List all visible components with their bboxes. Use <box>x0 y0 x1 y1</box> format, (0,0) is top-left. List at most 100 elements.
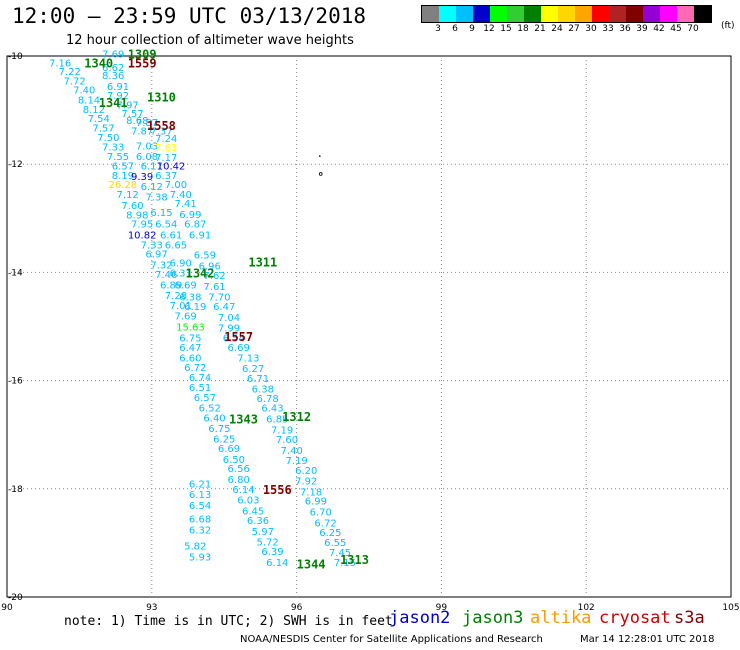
cycle-number-label: 1559 <box>128 56 157 70</box>
wave-height-label: 26.28 <box>109 180 138 191</box>
x-tick-label: 102 <box>578 603 595 613</box>
wave-height-label: 8.12 <box>83 105 105 116</box>
wave-height-label: 7.72 <box>63 76 85 87</box>
wave-height-label: 6.19 <box>184 302 206 313</box>
wave-height-label: 7.04 <box>218 313 240 324</box>
cycle-number-label: 1343 <box>229 412 258 426</box>
wave-height-label: 6.80 <box>228 475 250 486</box>
wave-height-label: 6.03 <box>237 496 259 507</box>
colorbar-label: 33 <box>602 24 614 34</box>
wave-height-label: 6.62 <box>102 63 124 74</box>
cycle-number-label: 1309 <box>128 47 157 61</box>
colorbar-label: 6 <box>452 24 458 34</box>
satellite-cryosat: cryosat <box>599 608 671 628</box>
wave-height-label: 6.99 <box>305 497 327 508</box>
wave-height-label: 5.72 <box>257 537 279 548</box>
wave-height-label: 7.00 <box>165 180 187 191</box>
wave-height-label: 7.99 <box>218 324 240 335</box>
wave-height-label: 6.45 <box>242 506 264 517</box>
wave-height-label: 6.20 <box>295 466 317 477</box>
wave-height-label: 7.55 <box>107 152 129 163</box>
wave-height-label: 6.99 <box>179 210 201 221</box>
satellite-altika: altika <box>530 608 592 628</box>
wave-height-label: 8.68 <box>126 116 148 127</box>
colorbar-cell <box>643 6 660 22</box>
wave-height-label: 7.19 <box>271 425 293 436</box>
wave-height-label: 6.31 <box>170 268 192 279</box>
wave-height-label: 6.69 <box>228 343 250 354</box>
wave-height-label: 6.71 <box>247 374 269 385</box>
wave-height-label: 10.42 <box>157 161 186 172</box>
wave-height-label: 7.01 <box>170 301 192 312</box>
wave-height-label: 7.24 <box>155 134 177 145</box>
wave-height-label: 6.38 <box>252 385 274 396</box>
wave-height-label: 6.55 <box>324 538 346 549</box>
wave-height-label: 7.19 <box>285 456 307 467</box>
chart-title: 12:00 – 23:59 UTC 03/13/2018 <box>12 4 367 28</box>
wave-height-label: 7.61 <box>155 143 177 154</box>
wave-height-label: 6.38 <box>179 293 201 304</box>
cycle-number-label: 1311 <box>248 256 277 270</box>
colorbar-unit: (ft) <box>721 21 735 31</box>
wave-height-label: 7.22 <box>59 67 81 78</box>
colorbar-label: 39 <box>636 24 648 34</box>
wave-height-label: 6.90 <box>170 259 192 270</box>
wave-height-label: 6.69 <box>174 280 196 291</box>
wave-height-label: 6.12 <box>141 182 163 193</box>
wave-height-label: 6.87 <box>184 220 206 231</box>
x-tick-label: 105 <box>722 603 739 613</box>
wave-height-label: 7.33 <box>141 240 163 251</box>
wave-height-label: 6.91 <box>189 231 211 242</box>
wave-height-label: 7.38 <box>145 193 167 204</box>
colorbar-legend: 3 6 9 12 15 18 21 24 27 30 33 36 39 42 45 70 <box>421 5 712 37</box>
colorbar-cell <box>694 6 711 22</box>
wave-height-label: 8.14 <box>78 95 100 106</box>
wave-height-label: 8.98 <box>126 211 148 222</box>
wave-height-label: 7.41 <box>174 199 196 210</box>
wave-height-label: 6.74 <box>189 373 211 384</box>
colorbar-labels: 3 6 9 12 15 18 21 24 27 30 33 36 39 42 45 70 <box>421 23 712 37</box>
wave-height-label: 6.50 <box>223 455 245 466</box>
wave-height-label: 6.25 <box>319 528 341 539</box>
wave-height-label: 7.57 <box>92 123 114 134</box>
colorbar-label: 3 <box>435 24 441 34</box>
wave-height-label: 6.54 <box>189 501 211 512</box>
wave-height-label: 6.91 <box>107 82 129 93</box>
wave-height-label: 7.92 <box>295 477 317 488</box>
wave-height-label: 6.47 <box>213 302 235 313</box>
wave-height-label: 6.85 <box>266 414 288 425</box>
wave-height-label: 7.70 <box>208 293 230 304</box>
wave-height-label: 7.69 <box>102 49 124 60</box>
wave-height-label: 6.17 <box>141 161 163 172</box>
note-text: note: 1) Time is in UTC; 2) SWH is in fe… <box>64 614 393 629</box>
colorbar-cell <box>541 6 558 22</box>
wave-height-label: 7.37 <box>150 127 172 138</box>
wave-height-label: 7.46 <box>155 270 177 281</box>
wave-height-label: 7.33 <box>102 142 124 153</box>
wave-height-label: 7.61 <box>203 282 225 293</box>
wave-height-label: 6.60 <box>179 353 201 364</box>
wave-height-label: 10.82 <box>128 231 157 242</box>
cycle-number-label: 1310 <box>147 91 176 105</box>
cycle-number-label: 1340 <box>84 56 113 70</box>
wave-height-label: 6.21 <box>189 479 211 490</box>
wave-height-label: 6.78 <box>257 394 279 405</box>
colorbar-label: 9 <box>469 24 475 34</box>
wave-height-label: 7.03 <box>136 141 158 152</box>
y-tick-label: -14 <box>8 268 23 278</box>
wave-height-label: 7.95 <box>131 220 153 231</box>
colorbar-cell <box>507 6 524 22</box>
wave-height-label: 6.89 <box>160 280 182 291</box>
wave-height-label: 7.97 <box>117 101 139 112</box>
cycle-number-label: 1313 <box>340 553 369 567</box>
x-tick-label: 90 <box>1 603 13 613</box>
colorbar-label: 24 <box>551 24 563 34</box>
y-tick-label: -16 <box>8 377 23 387</box>
footer-timestamp: Mar 14 12:28:01 UTC 2018 <box>580 634 715 645</box>
chart-subtitle: 12 hour collection of altimeter wave hei… <box>66 33 354 48</box>
wave-height-label: 6.54 <box>155 220 177 231</box>
wave-height-label: 7.28 <box>165 291 187 302</box>
cycle-number-label: 1344 <box>297 557 326 571</box>
colorbar-label: 30 <box>585 24 597 34</box>
